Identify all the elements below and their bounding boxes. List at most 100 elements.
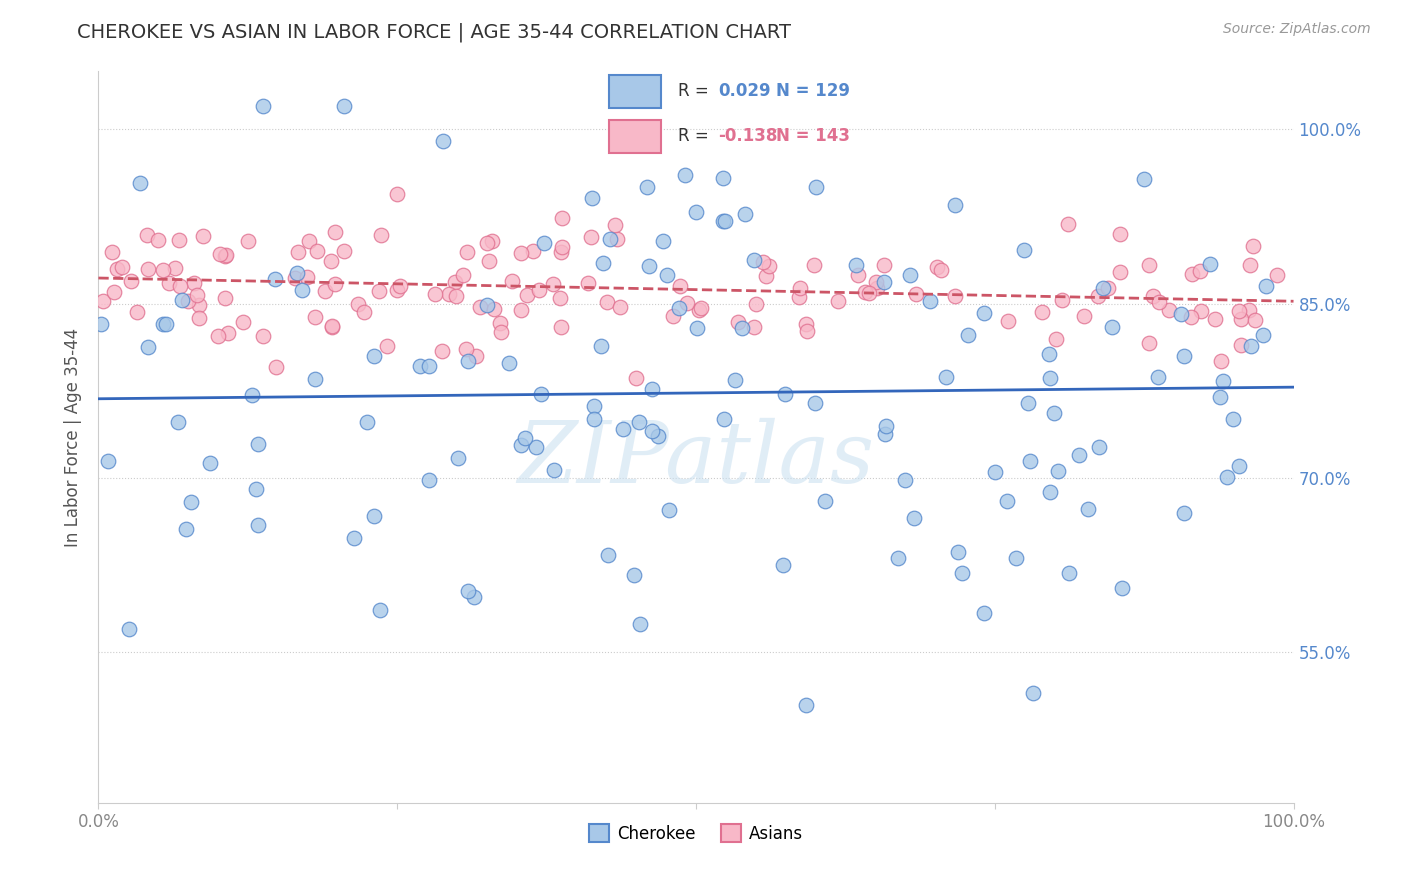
Point — [177, 293, 200, 308]
FancyBboxPatch shape — [609, 75, 661, 108]
Point — [304, 372, 326, 386]
Point — [333, 244, 356, 259]
Point — [321, 318, 343, 333]
Point — [155, 317, 177, 331]
Point — [529, 284, 551, 298]
Point — [711, 213, 734, 227]
Point — [1088, 441, 1111, 455]
Point — [169, 278, 191, 293]
Point — [943, 198, 966, 212]
Point — [873, 258, 896, 272]
Point — [446, 289, 468, 303]
Text: CHEROKEE VS ASIAN IN LABOR FORCE | AGE 35-44 CORRELATION CHART: CHEROKEE VS ASIAN IN LABOR FORCE | AGE 3… — [77, 22, 792, 42]
Point — [1230, 312, 1253, 326]
Point — [101, 245, 124, 260]
Point — [484, 302, 506, 317]
Point — [214, 249, 236, 263]
Point — [128, 176, 150, 190]
Point — [845, 258, 868, 272]
Point — [1188, 264, 1211, 278]
Point — [468, 300, 491, 314]
Point — [598, 548, 620, 562]
Point — [1265, 268, 1288, 282]
Point — [647, 429, 669, 443]
Point — [304, 310, 326, 324]
Point — [886, 551, 908, 566]
Point — [803, 258, 825, 272]
Point — [550, 244, 572, 259]
Point — [596, 294, 619, 309]
Point — [1018, 453, 1040, 467]
FancyBboxPatch shape — [609, 120, 661, 153]
Point — [368, 603, 391, 617]
Point — [456, 343, 478, 357]
Point — [174, 522, 197, 536]
Point — [172, 293, 194, 307]
Point — [827, 294, 849, 309]
Point — [285, 266, 308, 280]
Point — [1199, 257, 1222, 271]
Point — [451, 268, 474, 282]
Point — [579, 229, 602, 244]
Point — [796, 698, 818, 712]
Point — [325, 225, 347, 239]
Point — [1230, 338, 1253, 352]
Y-axis label: In Labor Force | Age 35-44: In Labor Force | Age 35-44 — [65, 327, 83, 547]
Point — [319, 253, 342, 268]
Point — [463, 590, 485, 604]
Point — [475, 236, 498, 251]
Point — [370, 227, 392, 242]
Text: N = 143: N = 143 — [776, 128, 851, 145]
Point — [1017, 396, 1039, 410]
Point — [186, 288, 208, 302]
Point — [457, 583, 479, 598]
Point — [1239, 303, 1261, 318]
Point — [952, 566, 974, 580]
Point — [745, 297, 768, 311]
Point — [599, 232, 621, 246]
Point — [772, 558, 794, 572]
Point — [734, 207, 756, 221]
Point — [1251, 328, 1274, 343]
Point — [456, 245, 478, 260]
Point — [813, 493, 835, 508]
Point — [264, 272, 287, 286]
Point — [1147, 370, 1170, 384]
Point — [284, 270, 307, 285]
Point — [1254, 279, 1277, 293]
Point — [623, 568, 645, 582]
Point — [673, 169, 696, 183]
Point — [193, 228, 215, 243]
Point — [1189, 304, 1212, 318]
Point — [1077, 502, 1099, 516]
Point — [152, 263, 174, 277]
Point — [242, 388, 264, 402]
Point — [530, 387, 553, 401]
Point — [609, 301, 631, 315]
Point — [238, 235, 260, 249]
Point — [105, 262, 128, 277]
Point — [1137, 335, 1160, 350]
Point — [375, 339, 398, 353]
Point — [264, 360, 287, 375]
Point — [1043, 406, 1066, 420]
Point — [1227, 458, 1250, 473]
Point — [1173, 506, 1195, 520]
Point — [447, 450, 470, 465]
Point — [929, 263, 952, 277]
Point — [1047, 464, 1070, 478]
Point — [1097, 281, 1119, 295]
Point — [1039, 485, 1062, 500]
Point — [111, 260, 134, 275]
Point — [207, 329, 229, 343]
Point — [245, 482, 267, 496]
Point — [321, 319, 343, 334]
Point — [418, 473, 440, 487]
Point — [742, 320, 765, 334]
Point — [742, 252, 765, 267]
Point — [165, 261, 187, 276]
Point — [437, 286, 460, 301]
Point — [1133, 172, 1156, 186]
Point — [510, 246, 533, 260]
Point — [627, 415, 650, 429]
